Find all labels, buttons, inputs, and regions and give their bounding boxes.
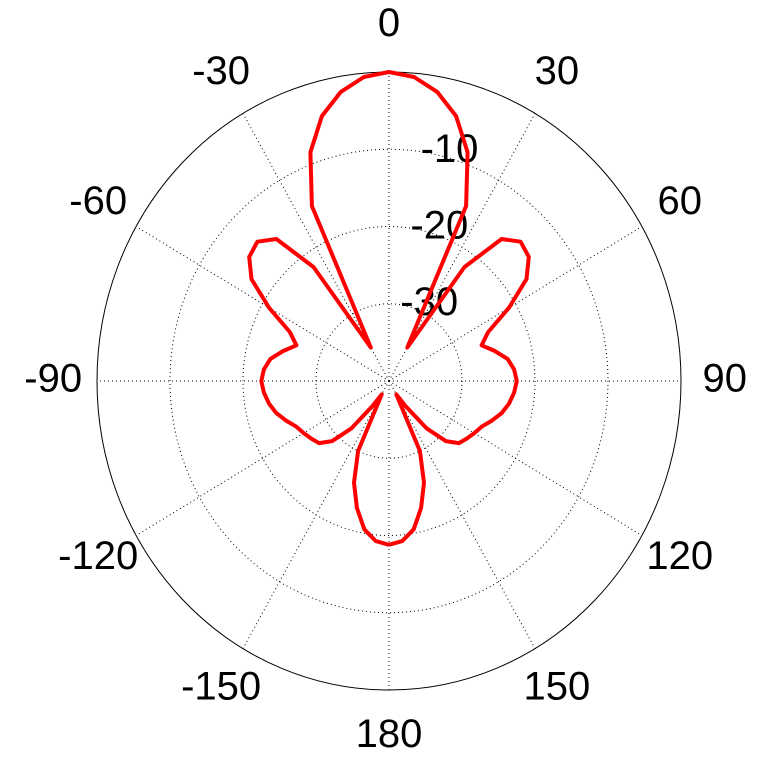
theta-tick-label: 180 bbox=[356, 712, 423, 756]
theta-tick-label: -120 bbox=[58, 534, 138, 578]
theta-tick-label: -150 bbox=[181, 664, 261, 708]
ring bbox=[169, 148, 609, 614]
theta-tick-label: -60 bbox=[69, 179, 127, 223]
spoke bbox=[388, 380, 536, 649]
spoke bbox=[388, 226, 643, 382]
theta-tick-label: 90 bbox=[703, 357, 748, 401]
theta-tick-label: 150 bbox=[524, 664, 591, 708]
ring bbox=[315, 303, 463, 459]
pattern-line bbox=[247, 70, 531, 547]
r-tick-label: -10 bbox=[421, 127, 479, 171]
theta-tick-label: 60 bbox=[658, 179, 703, 223]
theta-tick-label: 30 bbox=[535, 49, 580, 93]
ring bbox=[242, 226, 536, 536]
spoke bbox=[135, 380, 390, 536]
theta-tick-label: -30 bbox=[192, 49, 250, 93]
spoke bbox=[242, 113, 390, 382]
theta-tick-label: 120 bbox=[646, 534, 713, 578]
theta-tick-label: -90 bbox=[24, 357, 82, 401]
theta-tick-label: 0 bbox=[378, 1, 400, 45]
